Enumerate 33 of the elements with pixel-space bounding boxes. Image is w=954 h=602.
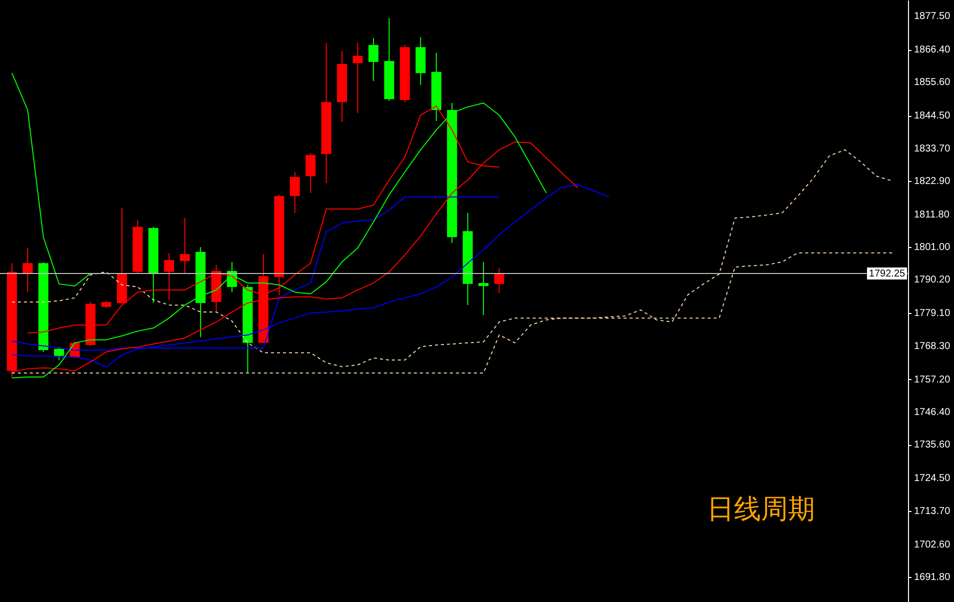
y-tick-label: 1866.40 xyxy=(914,44,951,56)
line-series xyxy=(11,184,610,368)
y-tick-label: 1691.80 xyxy=(914,572,951,583)
y-tick-label: 1877.50 xyxy=(914,11,951,22)
y-tick-label: 1724.50 xyxy=(914,473,951,484)
candlestick xyxy=(180,218,190,274)
y-tick-label: 1833.70 xyxy=(914,143,951,154)
candlestick xyxy=(352,42,363,114)
candlestick xyxy=(164,252,174,300)
y-tick-label: 1822.90 xyxy=(914,176,951,187)
line-series xyxy=(11,102,547,378)
y-tick-label: 1735.60 xyxy=(914,440,951,451)
y-tick-label: 1790.20 xyxy=(914,274,951,286)
ref-line-label: 1792.25 xyxy=(868,268,906,280)
candlestick xyxy=(478,261,488,316)
y-tick-label: 1801.00 xyxy=(914,242,951,254)
candlestick xyxy=(494,267,504,294)
y-tick-label: 1746.40 xyxy=(914,407,951,418)
candlestick xyxy=(368,38,378,82)
candlestick xyxy=(306,152,316,194)
candlestick xyxy=(22,247,33,293)
y-tick-label: 1855.60 xyxy=(914,77,951,88)
annotation: 日线周期 xyxy=(707,494,815,525)
y-tick-label: 1702.60 xyxy=(914,539,951,550)
candlestick xyxy=(290,171,300,214)
line-series xyxy=(11,72,92,287)
y-tick-label: 1768.30 xyxy=(914,340,951,352)
y-tick-label: 1713.70 xyxy=(914,506,951,517)
y-tick-label: 1757.20 xyxy=(914,374,951,386)
y-tick-label: 1844.50 xyxy=(914,110,951,122)
y-tick-label: 1779.10 xyxy=(914,308,951,320)
y-tick-label: 1811.80 xyxy=(914,209,950,220)
candlestick xyxy=(54,346,64,361)
